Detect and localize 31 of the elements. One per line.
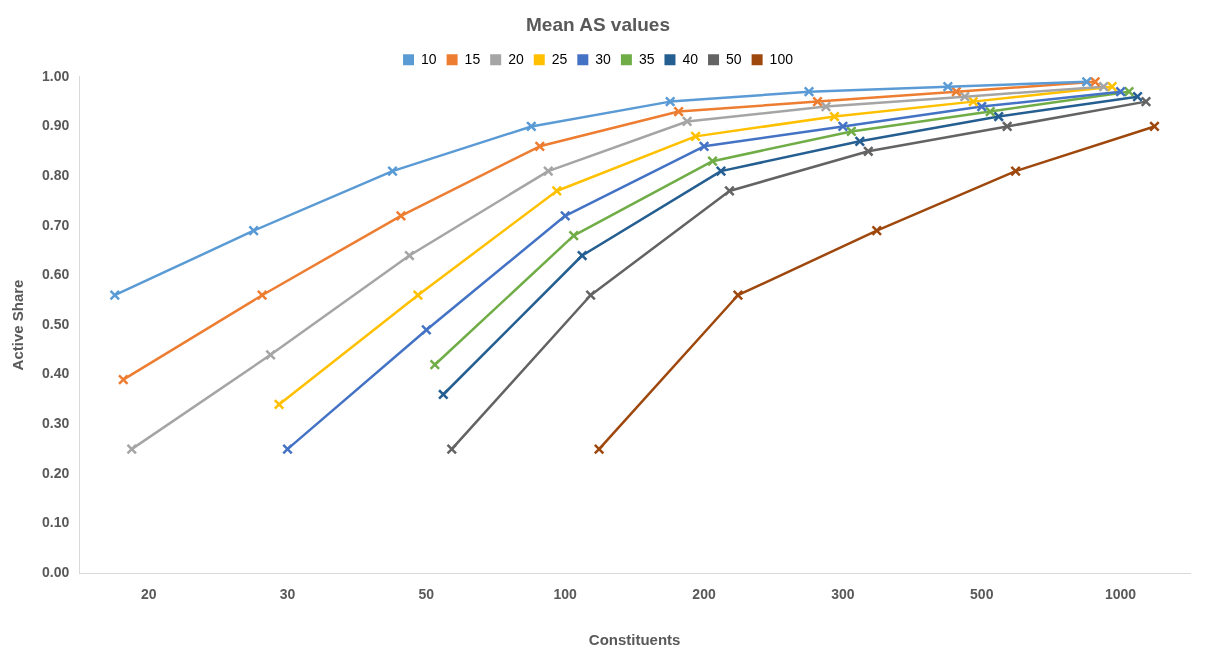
x-tick-label: 300 <box>831 586 855 603</box>
x-tick-label: 1000 <box>1105 586 1137 603</box>
legend-label: 40 <box>682 50 699 67</box>
chart-title: Mean AS values <box>526 13 670 35</box>
legend-label: 50 <box>726 50 742 67</box>
y-tick-label: 0.50 <box>42 315 70 332</box>
x-tick-label: 30 <box>279 586 296 603</box>
y-tick-label: 0.70 <box>42 216 70 233</box>
x-tick-label: 50 <box>418 586 435 603</box>
legend-label: 10 <box>421 50 437 67</box>
legend-label: 25 <box>551 50 568 67</box>
legend-label: 100 <box>769 50 794 67</box>
x-axis-title: Constituents <box>588 631 681 649</box>
y-tick-label: 0.40 <box>42 365 70 382</box>
x-tick-label: 500 <box>970 586 994 603</box>
legend-label: 35 <box>638 50 655 67</box>
legend-label: 30 <box>595 50 612 67</box>
x-tick-label: 100 <box>553 586 578 603</box>
y-tick-label: 0.90 <box>42 117 70 134</box>
y-tick-label: 0.00 <box>42 564 70 581</box>
y-tick-label: 0.80 <box>42 166 70 183</box>
legend-label: 15 <box>464 50 481 67</box>
x-tick-label: 20 <box>140 586 157 603</box>
y-tick-label: 0.30 <box>42 415 70 432</box>
y-tick-label: 0.60 <box>42 266 70 283</box>
y-axis-title: Active Share <box>9 279 27 371</box>
legend-label: 20 <box>508 50 524 67</box>
y-tick-label: 0.10 <box>42 514 70 531</box>
x-tick-label: 200 <box>692 586 716 603</box>
y-tick-label: 1.00 <box>42 67 70 84</box>
y-tick-label: 0.20 <box>42 464 70 481</box>
